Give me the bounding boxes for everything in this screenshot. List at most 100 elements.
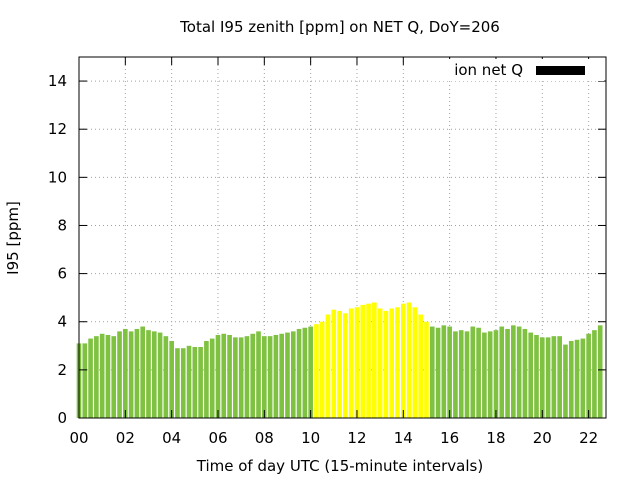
bar bbox=[343, 313, 348, 418]
bar bbox=[82, 343, 88, 418]
bar bbox=[244, 336, 250, 418]
bar bbox=[360, 304, 366, 418]
bar bbox=[464, 331, 470, 418]
bar bbox=[94, 336, 99, 418]
bar bbox=[395, 307, 400, 418]
bar bbox=[169, 340, 174, 418]
bar bbox=[563, 344, 568, 418]
bar bbox=[221, 333, 227, 418]
legend-swatch bbox=[536, 66, 585, 75]
bar bbox=[134, 328, 140, 418]
bar bbox=[146, 330, 151, 418]
bar bbox=[233, 337, 238, 418]
bar bbox=[337, 310, 342, 418]
x-tick-label: 02 bbox=[116, 429, 135, 447]
bar bbox=[175, 348, 180, 418]
bar bbox=[557, 336, 562, 418]
x-tick-label: 06 bbox=[208, 429, 227, 447]
bar bbox=[325, 314, 331, 418]
bar bbox=[262, 336, 267, 418]
bar bbox=[267, 336, 273, 418]
bar bbox=[192, 347, 198, 418]
bars bbox=[76, 302, 603, 418]
bar bbox=[482, 332, 487, 418]
x-tick-label: 08 bbox=[255, 429, 274, 447]
bar bbox=[198, 347, 203, 418]
bar bbox=[128, 331, 134, 418]
bar bbox=[250, 333, 256, 418]
bar bbox=[435, 327, 441, 418]
y-tick-label: 2 bbox=[57, 361, 67, 379]
bar bbox=[539, 337, 545, 418]
bar bbox=[366, 303, 371, 418]
bar bbox=[470, 326, 476, 418]
bar bbox=[406, 302, 412, 418]
y-tick-label: 10 bbox=[48, 168, 67, 186]
bar bbox=[319, 321, 325, 418]
y-tick-label: 4 bbox=[57, 313, 67, 331]
bar bbox=[163, 336, 169, 418]
bar bbox=[516, 326, 522, 418]
bar bbox=[279, 333, 285, 418]
x-tick-label: 18 bbox=[486, 429, 505, 447]
legend-label: ion net Q bbox=[454, 61, 523, 79]
bar bbox=[400, 303, 406, 418]
legend-background bbox=[428, 59, 604, 81]
bar bbox=[389, 308, 395, 418]
bar bbox=[354, 307, 360, 418]
bar bbox=[429, 326, 435, 418]
bar bbox=[412, 307, 418, 418]
x-tick-label: 10 bbox=[301, 429, 320, 447]
bar bbox=[348, 308, 354, 418]
plot-frame bbox=[78, 56, 607, 419]
bar bbox=[568, 340, 574, 418]
bar bbox=[597, 325, 603, 418]
bar bbox=[140, 326, 146, 418]
bar bbox=[105, 334, 111, 418]
bar bbox=[186, 345, 192, 418]
bar bbox=[331, 309, 337, 418]
bar bbox=[296, 328, 302, 418]
bar bbox=[377, 308, 383, 418]
bar bbox=[215, 334, 221, 418]
bar bbox=[586, 333, 591, 418]
bar bbox=[227, 334, 232, 418]
y-tick-label: 0 bbox=[57, 409, 67, 427]
bar bbox=[256, 331, 261, 418]
y-axis-label: I95 [ppm] bbox=[4, 201, 22, 275]
x-axis-ticks: 00 02 04 06 08 10 12 14 16 18 20 22 bbox=[69, 57, 598, 447]
x-tick-label: 14 bbox=[394, 429, 413, 447]
bar bbox=[505, 328, 510, 418]
bar bbox=[209, 338, 215, 418]
bar bbox=[580, 338, 586, 418]
bar bbox=[302, 327, 308, 418]
chart-title: Total I95 zenith [ppm] on NET Q, DoY=206 bbox=[179, 18, 500, 36]
bar bbox=[447, 326, 452, 418]
y-tick-label: 8 bbox=[57, 216, 67, 234]
bar bbox=[123, 328, 128, 418]
bar bbox=[151, 331, 157, 418]
bar bbox=[285, 332, 290, 418]
bar bbox=[273, 334, 279, 418]
bar bbox=[424, 321, 429, 418]
bar bbox=[157, 332, 163, 418]
bar bbox=[534, 334, 539, 418]
bar bbox=[238, 337, 244, 418]
x-tick-label: 22 bbox=[579, 429, 598, 447]
bar bbox=[99, 333, 105, 418]
bar bbox=[592, 330, 597, 418]
bar bbox=[511, 325, 516, 418]
x-tick-label: 16 bbox=[440, 429, 459, 447]
bar bbox=[528, 332, 534, 418]
bar bbox=[204, 340, 209, 418]
x-tick-label: 04 bbox=[162, 429, 181, 447]
legend: ion net Q bbox=[428, 59, 604, 81]
bar bbox=[499, 326, 505, 418]
bar bbox=[180, 348, 186, 418]
bar bbox=[418, 314, 423, 418]
bar bbox=[441, 325, 447, 418]
y-tick-label: 6 bbox=[57, 265, 67, 283]
bar bbox=[308, 326, 313, 418]
bar bbox=[493, 330, 499, 418]
